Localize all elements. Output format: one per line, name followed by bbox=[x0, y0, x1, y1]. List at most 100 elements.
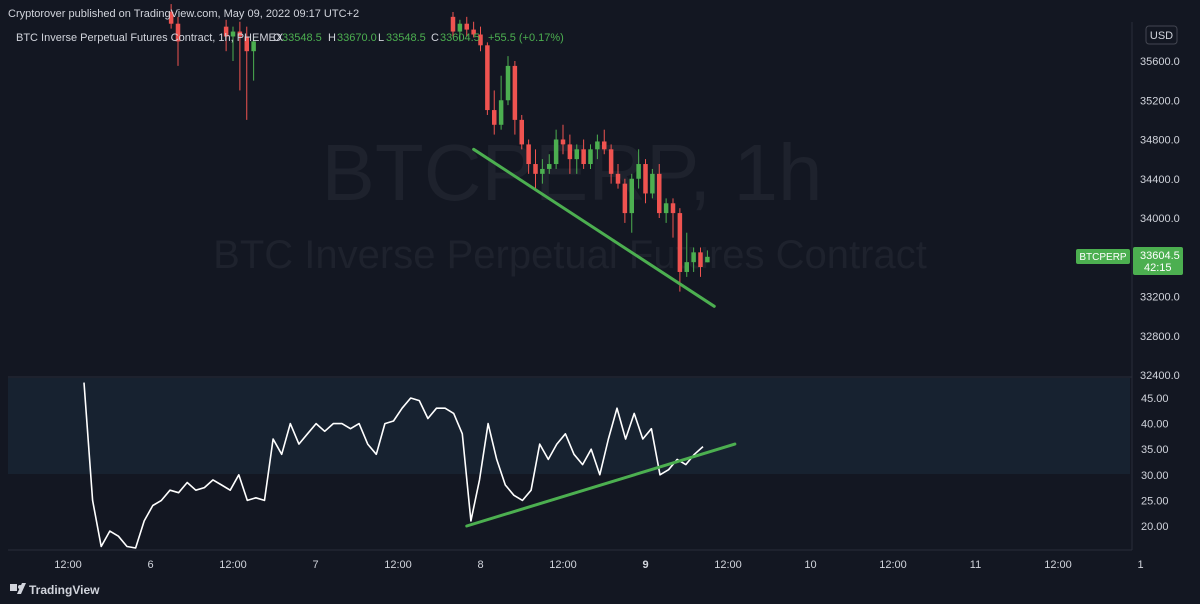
candle-body bbox=[705, 256, 710, 263]
candle-body bbox=[540, 168, 545, 174]
candle bbox=[588, 144, 593, 169]
candle bbox=[223, 19, 229, 52]
legend-open-label: O bbox=[273, 32, 282, 44]
oscillator-tick-label: 20.00 bbox=[1141, 521, 1169, 533]
candle-body bbox=[567, 144, 573, 160]
candle bbox=[519, 114, 524, 150]
legend-symbol[interactable]: BTC Inverse Perpetual Futures Contract, … bbox=[16, 32, 284, 44]
oscillator-tick-label: 25.00 bbox=[1141, 495, 1169, 507]
oscillator-band bbox=[8, 378, 1130, 474]
time-tick-label: 12:00 bbox=[714, 559, 742, 571]
symbol-tag bbox=[1076, 249, 1130, 264]
candle bbox=[175, 16, 181, 66]
tradingview-logo[interactable]: TradingView bbox=[10, 583, 100, 597]
candle bbox=[560, 124, 566, 155]
candle-body bbox=[595, 141, 600, 150]
time-tick-label: 8 bbox=[477, 559, 483, 571]
price-trendline[interactable] bbox=[472, 147, 716, 308]
last-price-tag bbox=[1133, 247, 1183, 275]
candle bbox=[492, 90, 497, 135]
candle bbox=[643, 159, 648, 204]
oscillator-axis[interactable]: 45.00 40.00 35.00 30.00 25.00 20.00 bbox=[1141, 393, 1169, 533]
candle-body bbox=[560, 139, 566, 145]
candle-body bbox=[251, 41, 256, 52]
candle bbox=[595, 134, 600, 160]
candle-body bbox=[478, 34, 483, 46]
candle-body bbox=[519, 119, 524, 145]
candle bbox=[485, 42, 490, 115]
time-axis[interactable]: 12:00 6 12:00 7 12:00 8 12:00 9 12:00 10 12:00 11 12… bbox=[54, 559, 1143, 571]
candle bbox=[471, 21, 476, 38]
candle bbox=[526, 139, 531, 174]
candle bbox=[237, 21, 243, 91]
candle bbox=[505, 56, 511, 106]
candle-body bbox=[505, 65, 511, 101]
candle-body bbox=[450, 16, 456, 32]
candle-body bbox=[230, 31, 236, 37]
watermark-symbol: BTCPERP, 1h bbox=[322, 128, 823, 217]
tradingview-logo-icon bbox=[10, 584, 17, 591]
time-tick-label: 12:00 bbox=[54, 559, 82, 571]
price-tick-label: 32400.0 bbox=[1140, 370, 1180, 382]
tradingview-brand[interactable]: TradingView bbox=[29, 583, 100, 597]
candle bbox=[244, 26, 249, 120]
candle bbox=[636, 149, 641, 189]
candle-body bbox=[457, 23, 463, 32]
time-tick-label: 10 bbox=[804, 559, 816, 571]
candle bbox=[657, 164, 662, 218]
candle bbox=[498, 75, 504, 130]
oscillator-tick-label: 30.00 bbox=[1141, 470, 1169, 482]
candle-body bbox=[485, 45, 490, 111]
candle-body bbox=[553, 139, 559, 165]
price-tick-label: 35200.0 bbox=[1140, 95, 1180, 107]
candle bbox=[567, 134, 573, 174]
oscillator-trendline[interactable] bbox=[465, 442, 737, 528]
candle-body bbox=[547, 164, 552, 169]
candle-body bbox=[574, 149, 579, 160]
oscillator-line bbox=[83, 382, 704, 549]
candle bbox=[629, 173, 634, 233]
candle-body bbox=[498, 100, 504, 125]
candle-body bbox=[691, 252, 696, 263]
price-tick-label: 34400.0 bbox=[1140, 174, 1180, 186]
candle bbox=[615, 164, 621, 189]
candle bbox=[450, 11, 456, 37]
time-tick-label: 1 bbox=[1137, 559, 1143, 571]
candle-body bbox=[526, 144, 531, 165]
legend-high-value: 33670.0 bbox=[337, 32, 377, 44]
candle-body bbox=[608, 149, 614, 174]
candle bbox=[230, 26, 236, 61]
candle-body bbox=[663, 203, 669, 214]
symbol-tag-label: BTCPERP bbox=[1079, 252, 1127, 263]
candle-body bbox=[581, 149, 586, 165]
publish-info: Cryptorover published on TradingView.com… bbox=[8, 8, 359, 20]
candle bbox=[622, 178, 628, 223]
candle bbox=[533, 149, 538, 189]
trendline-layer[interactable] bbox=[465, 147, 737, 528]
candle-body bbox=[622, 183, 628, 214]
legend-low-label: L bbox=[378, 32, 384, 44]
candle-body bbox=[168, 11, 174, 24]
price-axis[interactable]: 35600.035200.034800.034400.034000.033600… bbox=[1140, 56, 1180, 382]
time-tick-label: 11 bbox=[970, 559, 981, 571]
candle-body bbox=[684, 262, 689, 272]
oscillator-tick-label: 40.00 bbox=[1141, 419, 1169, 431]
time-tick-label: 12:00 bbox=[549, 559, 577, 571]
price-tick-label: 33200.0 bbox=[1140, 292, 1180, 304]
candle-body bbox=[533, 164, 538, 174]
watermark-description: BTC Inverse Perpetual Futures Contract bbox=[213, 233, 927, 277]
candle-body bbox=[650, 173, 655, 194]
candle bbox=[168, 4, 174, 29]
candle-body bbox=[244, 36, 249, 52]
candle bbox=[677, 208, 683, 292]
currency-button[interactable] bbox=[1145, 25, 1178, 45]
candle-body bbox=[670, 203, 676, 214]
time-tick-label: 12:00 bbox=[384, 559, 412, 571]
candle-body bbox=[492, 110, 497, 125]
candle-body bbox=[175, 23, 181, 42]
price-tick-label: 34800.0 bbox=[1140, 135, 1180, 147]
candle-series bbox=[168, 4, 710, 292]
candle bbox=[464, 16, 469, 37]
time-tick-label: 12:00 bbox=[1044, 559, 1072, 571]
currency-button-label[interactable]: USD bbox=[1150, 30, 1173, 42]
